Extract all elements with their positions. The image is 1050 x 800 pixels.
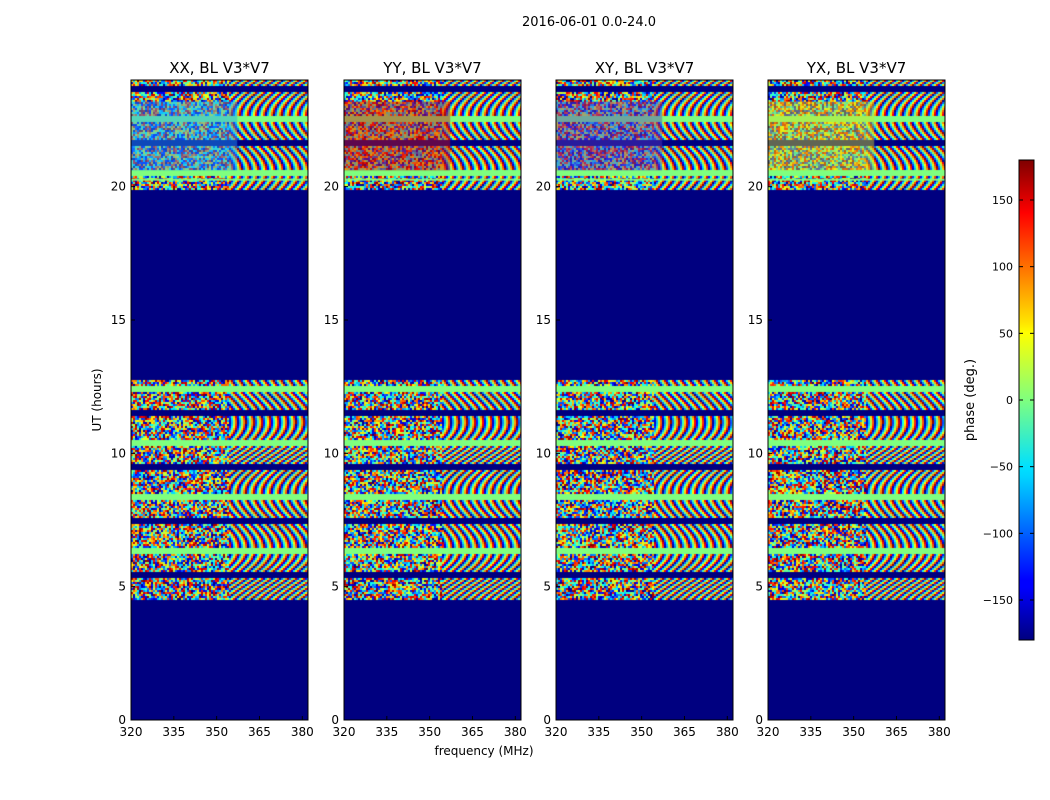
x-tick-label: 335 (799, 725, 822, 739)
axes-frame-4 (767, 79, 946, 721)
colorbar-ticks: 150 100 50 0 −50 −100 −150 (983, 194, 1034, 607)
axes-frame-1 (130, 79, 309, 721)
y-tick-label: 10 (111, 446, 126, 460)
y-tick-label: 0 (331, 713, 339, 727)
y-tick-label: 15 (324, 313, 339, 327)
axes-frame-2 (343, 79, 522, 721)
y-tick-label: 15 (536, 313, 551, 327)
x-tick-label: 320 (333, 725, 356, 739)
panel-title-3: XY, BL V3*V7 (595, 59, 695, 77)
x-tick-label: 380 (504, 725, 527, 739)
y-tick-label: 5 (755, 580, 763, 594)
x-tick-label: 335 (162, 725, 185, 739)
y-tick-label: 15 (111, 313, 126, 327)
panel-1: XX, BL V3*V7 320 335 350 365 380 0 5 10 15 20 UT (h… (90, 59, 314, 739)
colorbar-tick-label: 150 (992, 194, 1013, 207)
colorbar-tick-label: −100 (983, 527, 1013, 540)
y-tick-label: 10 (324, 446, 339, 460)
x-tick-label: 335 (375, 725, 398, 739)
x-tick-label: 320 (120, 725, 143, 739)
panel-4: YX, BL V3*V7 320 335 350 365 380 0 5 10 15 20 (748, 59, 951, 739)
colorbar-tick-label: −50 (990, 461, 1013, 474)
heatmap-image-2 (344, 80, 521, 720)
y-tick-label: 0 (755, 713, 763, 727)
x-tick-label: 380 (716, 725, 739, 739)
y-tick-label: 5 (118, 580, 126, 594)
x-tick-label: 365 (461, 725, 484, 739)
x-tick-label: 350 (205, 725, 228, 739)
panel-title-1: XX, BL V3*V7 (169, 59, 270, 77)
y-tick-label: 0 (118, 713, 126, 727)
heatmap-image-4 (768, 80, 945, 720)
x-tick-label: 365 (673, 725, 696, 739)
x-tick-label: 320 (757, 725, 780, 739)
panel-title-4: YX, BL V3*V7 (806, 59, 907, 77)
heatmap-image-1 (131, 80, 308, 720)
y-tick-label: 15 (748, 313, 763, 327)
axes-frame-3 (555, 79, 734, 721)
y-tick-label: 10 (748, 446, 763, 460)
x-tick-label: 380 (291, 725, 314, 739)
y-tick-label: 20 (536, 180, 551, 194)
y-tick-label: 5 (543, 580, 551, 594)
colorbar-label: phase (deg.) (963, 359, 978, 441)
x-tick-label: 350 (418, 725, 441, 739)
colorbar-tick-label: 100 (992, 261, 1013, 274)
y-tick-label: 20 (324, 180, 339, 194)
x-tick-label: 350 (842, 725, 865, 739)
x-tick-label: 365 (885, 725, 908, 739)
panel-3: XY, BL V3*V7 320 335 350 365 380 0 5 10 15 20 (536, 59, 739, 739)
figure-suptitle: 2016-06-01 0.0-24.0 (522, 15, 656, 30)
x-tick-label: 350 (630, 725, 653, 739)
colorbar: 150 100 50 0 −50 −100 −150 phase (deg.) (963, 159, 1035, 641)
panels: XX, BL V3*V7 320 335 350 365 380 0 5 10 15 20 UT (h… (90, 59, 951, 758)
y-tick-label: 20 (111, 180, 126, 194)
x-tick-label: 365 (248, 725, 271, 739)
x-axis-label: frequency (MHz) (434, 744, 533, 758)
colorbar-tick-label: 0 (1006, 394, 1013, 407)
y-tick-label: 20 (748, 180, 763, 194)
y-tick-label: 0 (543, 713, 551, 727)
x-tick-label: 335 (587, 725, 610, 739)
colorbar-tick-label: −150 (983, 594, 1013, 607)
heatmap-image-3 (556, 80, 733, 720)
x-tick-label: 320 (545, 725, 568, 739)
colorbar-tick-label: 50 (999, 327, 1013, 340)
x-tick-label: 380 (928, 725, 951, 739)
panel-title-2: YY, BL V3*V7 (382, 59, 481, 77)
panel-2: YY, BL V3*V7 320 335 350 365 380 0 5 10 15 20 frequ… (324, 59, 534, 758)
y-tick-label: 5 (331, 580, 339, 594)
y-tick-label: 10 (536, 446, 551, 460)
y-axis-label: UT (hours) (90, 368, 104, 431)
